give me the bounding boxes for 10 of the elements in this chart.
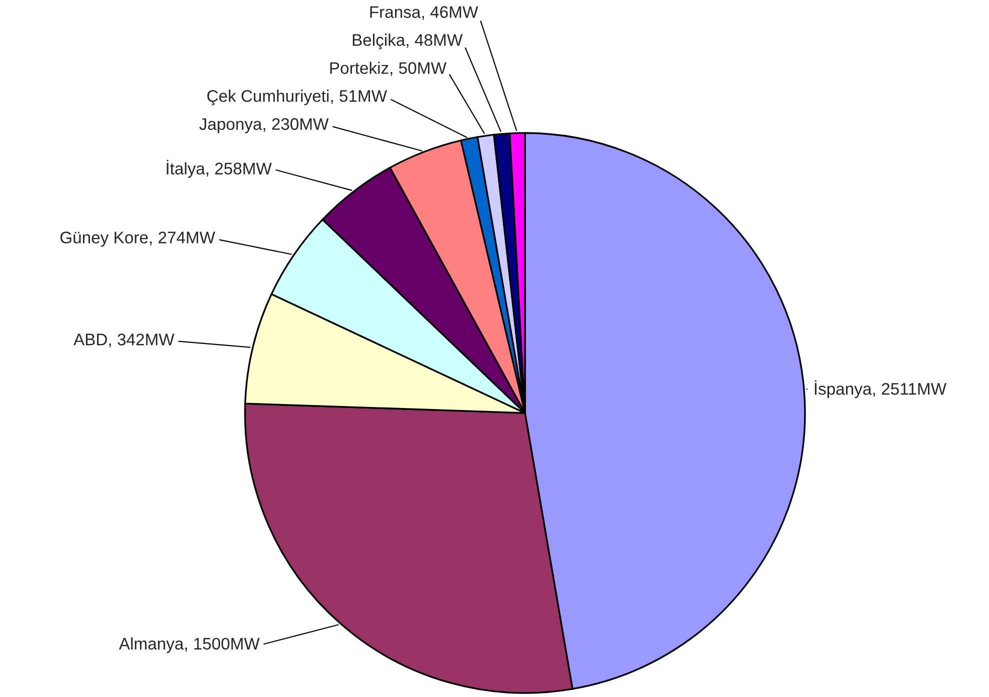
slice-label: İtalya, 258MW <box>166 160 272 178</box>
slice-label: Almanya, 1500MW <box>118 637 260 653</box>
slice-label: Japonya, 230MW <box>199 118 329 134</box>
slice-label: Güney Kore, 274MW <box>60 232 216 247</box>
slice-label: Fransa, 46MW <box>370 6 478 20</box>
slice-label: Portekiz, 50MW <box>330 62 446 76</box>
slice-label: Belçika, 48MW <box>352 34 463 50</box>
slice-label: ABD, 342MW <box>73 334 174 348</box>
slice-label: Çek Cumhuriyeti, 51MW <box>207 90 388 106</box>
slice-label: İspanya, 2511MW <box>814 380 946 398</box>
